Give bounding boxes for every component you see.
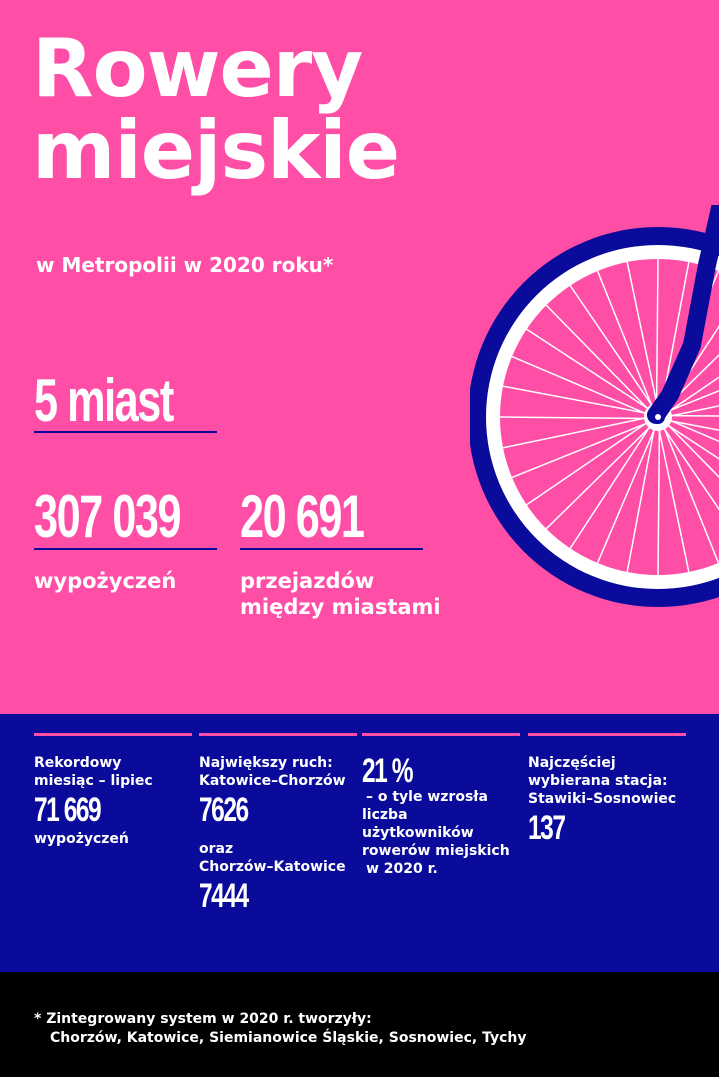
wheel-spoke (668, 389, 719, 412)
cities-value: 5 miast (34, 367, 174, 434)
wheel-spoke (669, 405, 719, 417)
wheel-spoke (668, 376, 719, 413)
wheel-spoke (511, 355, 647, 415)
divider (240, 548, 423, 550)
station-value: 137 (528, 809, 566, 847)
growth-line-2: liczba użytkowników (362, 807, 474, 841)
wheel-spoke (511, 422, 648, 479)
station-line-3: Stawiki–Sosnowiec (528, 791, 677, 807)
wheel-spoke (664, 353, 719, 409)
wheel-spoke (658, 428, 690, 573)
growth-value: 21 % (362, 752, 413, 790)
wheel-spoke (663, 427, 719, 564)
wheel-spoke (545, 425, 652, 530)
intercity-stat: 20 691 (240, 482, 412, 552)
rentals-stat: 307 039 (34, 482, 237, 552)
wheel-spoke (502, 417, 647, 449)
growth-line-1: – o tyle wzrosła (366, 789, 488, 805)
footnote: * Zintegrowany system w 2020 r. tworzyły… (34, 1010, 527, 1048)
divider (34, 548, 217, 550)
traffic-line-1: Największy ruch: (199, 755, 333, 771)
traffic-column: Największy ruch: Katowice–Chorzów 7626 o… (199, 733, 357, 916)
wheel-spoke (569, 425, 651, 549)
cities-stat: 5 miast (34, 366, 227, 436)
column-bar (34, 733, 192, 736)
wheel-spoke (596, 428, 656, 564)
record-line-2: miesiąc – lipiec (34, 773, 153, 789)
column-bar (199, 733, 357, 736)
wheel-spoke (526, 421, 648, 506)
footnote-line-2: Chorzów, Katowice, Siemianowice Śląskie,… (50, 1030, 527, 1046)
wheel-spoke (499, 416, 647, 420)
rentals-label: wypożyczeń (34, 569, 177, 593)
column-bar (528, 733, 686, 736)
wheel-spoke (657, 428, 661, 576)
wheel-spoke (626, 428, 656, 573)
traffic-line-2: Katowice–Chorzów (199, 773, 346, 789)
title-line-1: Rowery (32, 22, 363, 115)
growth-line-3: rowerów miejskich (362, 843, 510, 859)
record-month-column: Rekordowy miesiąc – lipiec 71 669 wypoży… (34, 733, 192, 848)
wheel-spoke (669, 419, 719, 431)
hero-section: Rowery miejskie w Metropolii w 2020 roku… (0, 0, 719, 714)
subtitle: w Metropolii w 2020 roku* (36, 253, 334, 277)
traffic-value-2: 7444 (199, 877, 249, 915)
wheel-spoke (569, 285, 654, 407)
wheel-spoke (669, 414, 719, 417)
wheel-spoke (526, 328, 650, 410)
intercity-label-line-2: między miastami (240, 595, 441, 619)
wheel-spoke (596, 270, 653, 407)
wheel-spoke (545, 304, 650, 411)
traffic-value-1: 7626 (199, 791, 249, 829)
details-section (0, 714, 719, 972)
footer-section (0, 972, 719, 1077)
footnote-line-1: * Zintegrowany system w 2020 r. tworzyły… (34, 1011, 372, 1027)
title-line-2: miejskie (32, 104, 400, 197)
wheel-spoke (662, 427, 719, 511)
page-title: Rowery miejskie (32, 28, 400, 192)
column-bar (362, 733, 520, 736)
wheel-spoke (669, 419, 719, 443)
record-line-1: Rekordowy (34, 755, 122, 771)
intercity-label: przejazdów między miastami (240, 568, 441, 620)
station-line-1: Najczęściej (528, 755, 616, 771)
station-column: Najczęściej wybierana stacja: Stawiki–So… (528, 733, 686, 848)
traffic-line-4: Chorzów–Katowice (199, 859, 346, 875)
station-line-2: wybierana stacja: (528, 773, 668, 789)
wheel-spoke (666, 424, 719, 460)
divider (34, 431, 217, 433)
traffic-line-3: oraz (199, 841, 234, 857)
record-value: 71 669 (34, 791, 102, 829)
growth-line-4: w 2020 r. (366, 861, 438, 877)
intercity-value: 20 691 (240, 483, 365, 550)
wheel-spoke (655, 258, 659, 406)
rentals-value: 307 039 (34, 483, 182, 550)
bicycle-wheel-icon (470, 205, 719, 607)
intercity-label-line-1: przejazdów (240, 569, 375, 593)
wheel-spoke (502, 385, 647, 415)
wheel-spoke (626, 261, 658, 406)
record-label: wypożyczeń (34, 831, 129, 847)
growth-column: 21 % – o tyle wzrosła liczba użytkownikó… (362, 733, 520, 878)
